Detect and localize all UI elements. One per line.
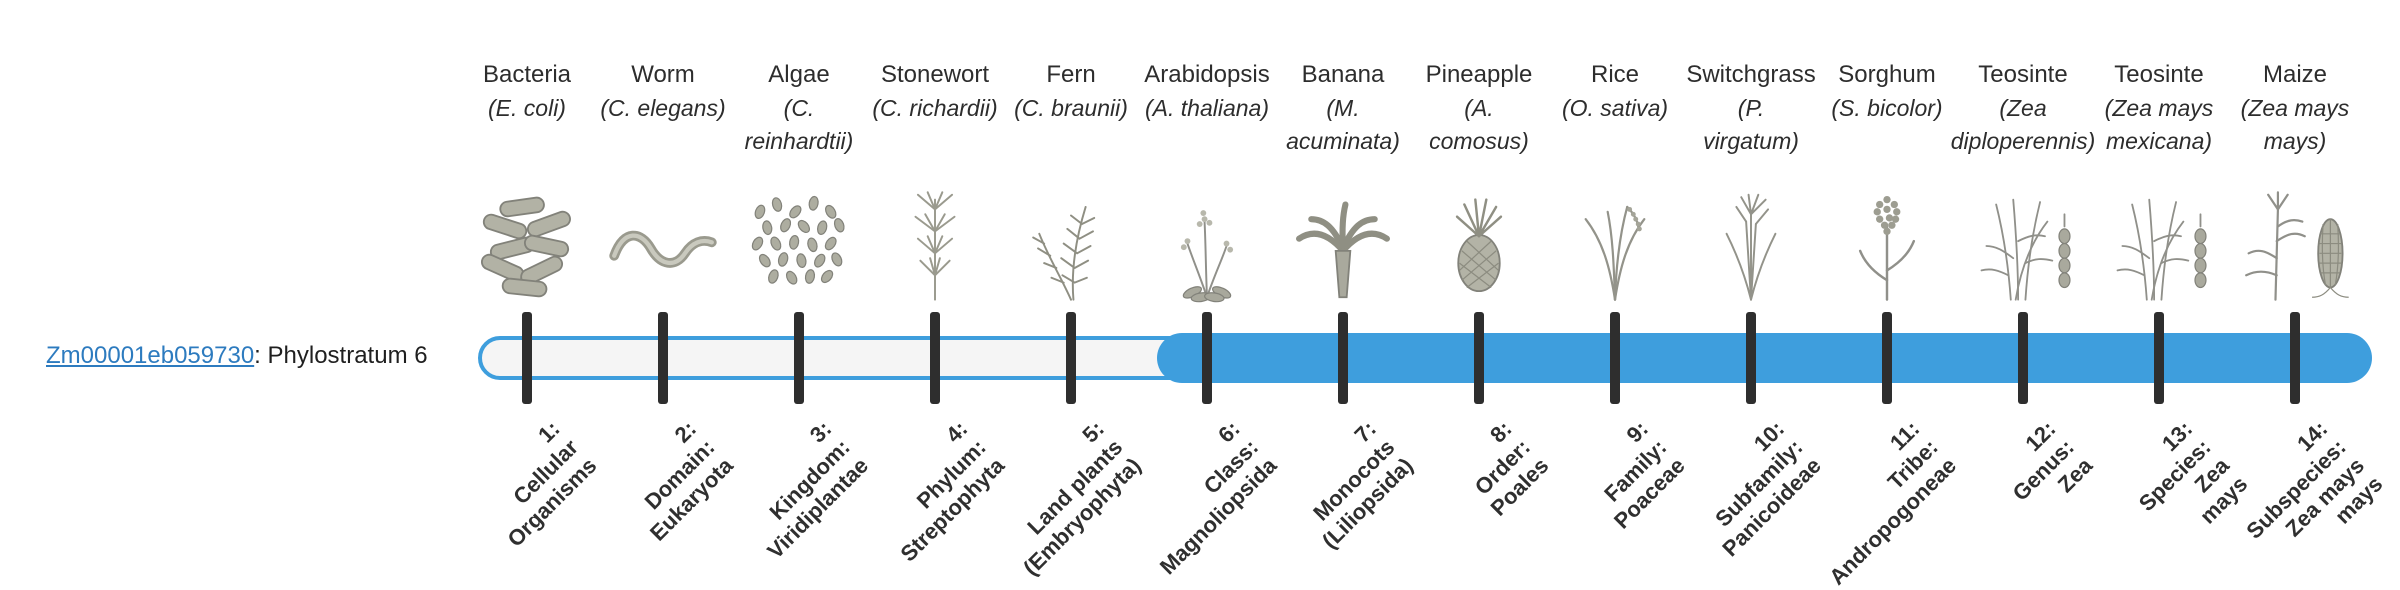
organism-header-bacteria: Bacteria (E. coli) [432, 58, 622, 125]
phylostratum-bar-fill [1157, 333, 2372, 383]
stonewort-icon [869, 178, 1001, 310]
organism-common-name: Pineapple [1425, 61, 1533, 88]
phylostratum-tick-10 [1746, 312, 1756, 404]
stratum-label-5: 5: Land plants (Embryophyta) [1017, 416, 1146, 581]
organism-latin-name: (A. comosus) [1429, 95, 1529, 154]
pineapple-icon [1413, 178, 1545, 310]
stratum-label-2: 2: Domain: Eukaryota [639, 416, 738, 546]
organism-common-name: Rice [1590, 61, 1639, 88]
organism-common-name: Sorghum [1838, 61, 1936, 88]
phylostratum-tick-3 [794, 312, 804, 404]
worm-icon [597, 178, 729, 310]
phylostratum-tick-1 [522, 312, 532, 404]
stratum-label-13: 13: Species: Zea mays [2133, 416, 2252, 529]
organism-latin-name: (A. thaliana) [1144, 95, 1269, 121]
organism-common-name: Switchgrass [1686, 61, 1816, 88]
phylostratum-tick-9 [1610, 312, 1620, 404]
rice-icon [1549, 178, 1681, 310]
organism-common-name: Teosinte [1978, 61, 2068, 88]
organism-common-name: Algae [768, 61, 830, 88]
organism-latin-name: (C. braunii) [1014, 95, 1128, 121]
organism-latin-name: (Zea diploperennis) [1950, 95, 2096, 154]
phylostratum-tick-5 [1066, 312, 1076, 404]
organism-header-rice: Rice (O. sativa) [1520, 58, 1710, 125]
organism-common-name: Bacteria [482, 61, 572, 88]
organism-latin-name: (M. acuminata) [1286, 95, 1400, 154]
organism-header-banana: Banana (M. acuminata) [1248, 58, 1438, 158]
teosinte-icon [2093, 178, 2225, 310]
phylostratum-tick-7 [1338, 312, 1348, 404]
gene-id-link[interactable]: Zm00001eb059730 [46, 342, 255, 369]
gene-label: Zm00001eb059730: Phylostratum 6 [46, 342, 428, 370]
phylostratum-tick-6 [1202, 312, 1212, 404]
organism-latin-name: (C. reinhardtii) [744, 95, 854, 154]
organism-latin-name: (O. sativa) [1561, 95, 1669, 121]
phylostratum-tick-2 [658, 312, 668, 404]
organism-latin-name: (S. bicolor) [1831, 95, 1943, 121]
phylostratum-text: : Phylostratum 6 [254, 342, 428, 369]
stratum-label-3: 3: Kingdom: Viridiplantae [762, 416, 874, 564]
phylostratum-tick-8 [1474, 312, 1484, 404]
stratum-label-8: 8: Order: Poales [1469, 416, 1554, 521]
stratum-label-11: 11: Tribe: Andropogoneae [1824, 416, 1962, 590]
organism-common-name: Banana [1301, 61, 1385, 88]
switchgrass-icon [1685, 178, 1817, 310]
phylostratum-tick-14 [2290, 312, 2300, 404]
organism-header-worm: Worm (C. elegans) [568, 58, 758, 125]
maize-icon [2229, 178, 2361, 310]
organism-latin-name: (C. elegans) [600, 95, 726, 121]
stratum-label-14: 14: Subspecies: Zea mays mays [2241, 416, 2388, 544]
organism-latin-name: (C. richardii) [872, 95, 998, 121]
organism-header-fern: Fern (C. braunii) [976, 58, 1166, 125]
phylostratum-tick-12 [2018, 312, 2028, 404]
sorghum-icon [1821, 178, 1953, 310]
phylostratum-tick-11 [1882, 312, 1892, 404]
stratum-label-9: 9: Family: Poaceae [1598, 416, 1690, 534]
organism-common-name: Teosinte [2114, 61, 2204, 88]
phylostratum-tick-13 [2154, 312, 2164, 404]
organism-common-name: Worm [631, 61, 695, 88]
organism-header-arabidopsis: Arabidopsis (A. thaliana) [1112, 58, 1302, 125]
organism-common-name: Arabidopsis [1144, 61, 1270, 88]
banana-icon [1277, 178, 1409, 310]
stratum-label-6: 6: Class: Magnoliopsida [1154, 416, 1282, 580]
organism-header-switchgrass: Switchgrass (P. virgatum) [1656, 58, 1846, 158]
arabidopsis-icon [1141, 178, 1273, 310]
organism-header-teosinte-mexicana: Teosinte (Zea mays mexicana) [2064, 58, 2254, 158]
organism-header-algae: Algae (C. reinhardtii) [704, 58, 894, 158]
stratum-label-1: 1: Cellular Organisms [502, 416, 602, 552]
organism-common-name: Fern [1046, 61, 1096, 88]
phylostratum-tick-4 [930, 312, 940, 404]
organism-latin-name: (Zea mays mexicana) [2104, 95, 2214, 154]
fern-icon [1005, 178, 1137, 310]
organism-common-name: Maize [2262, 61, 2328, 88]
organism-header-maize: Maize (Zea mays mays) [2200, 58, 2390, 158]
organism-common-name: Stonewort [880, 61, 990, 88]
stratum-label-12: 12: Genus: Zea [2007, 416, 2098, 506]
organism-latin-name: (E. coli) [488, 95, 566, 121]
organism-header-stonewort: Stonewort (C. richardii) [840, 58, 1030, 125]
stratum-label-7: 7: Monocots (Liliopsida) [1307, 416, 1418, 554]
organism-latin-name: (P. virgatum) [1703, 95, 1799, 154]
organism-header-pineapple: Pineapple (A. comosus) [1384, 58, 1574, 158]
teosinte-icon [1957, 178, 2089, 310]
organism-header-sorghum: Sorghum (S. bicolor) [1792, 58, 1982, 125]
organism-latin-name: (Zea mays mays) [2240, 95, 2350, 154]
algae-icon [733, 178, 865, 310]
stratum-label-4: 4: Phylum: Streptophyta [895, 416, 1010, 567]
bacteria-icon [461, 178, 593, 310]
organism-header-teosinte-diploperennis: Teosinte (Zea diploperennis) [1928, 58, 2118, 158]
